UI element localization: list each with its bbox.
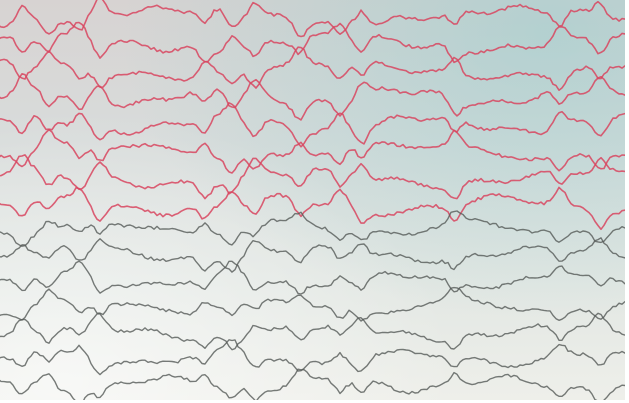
red-trace-2 bbox=[0, 21, 625, 64]
red-trace-8 bbox=[0, 186, 625, 231]
red-trace-1 bbox=[0, 0, 625, 38]
red-trace-4 bbox=[0, 73, 625, 121]
gray-trace-11 bbox=[0, 260, 625, 295]
gray-trace-15 bbox=[0, 368, 625, 400]
red-trace-5 bbox=[0, 102, 625, 148]
gray-trace-13 bbox=[0, 312, 625, 351]
red-trace-6 bbox=[0, 128, 625, 174]
gray-trace-12 bbox=[0, 286, 625, 322]
gray-trace-9 bbox=[0, 210, 625, 247]
gray-trace-10 bbox=[0, 237, 625, 273]
red-trace-7 bbox=[0, 154, 625, 200]
red-trace-3 bbox=[0, 46, 625, 91]
gray-trace-14 bbox=[0, 339, 625, 376]
